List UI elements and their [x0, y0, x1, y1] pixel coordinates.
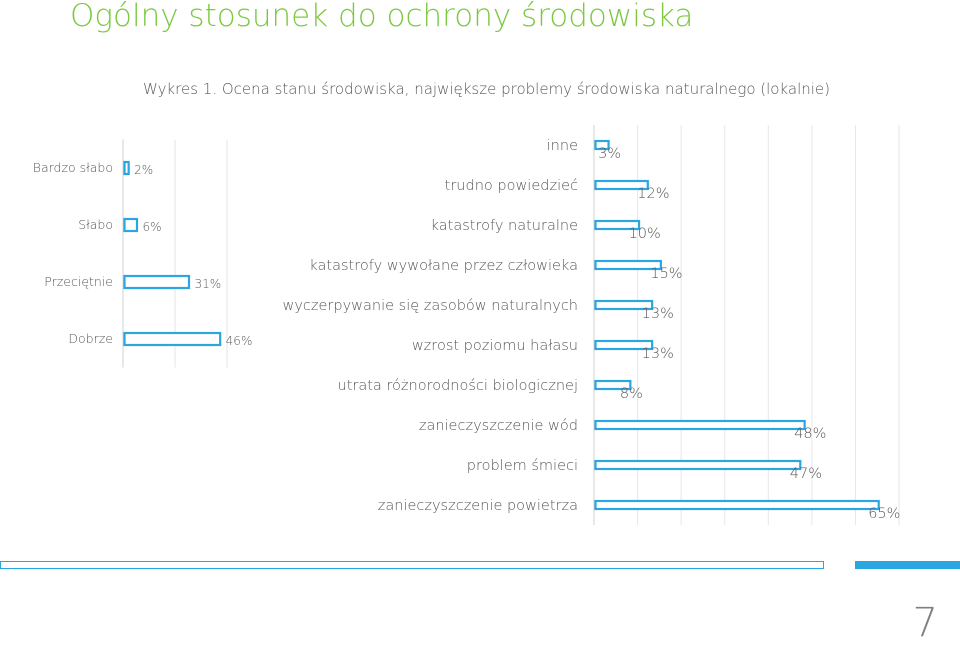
- problem-category-label: problem śmieci: [467, 458, 578, 474]
- problem-bar: [594, 499, 880, 511]
- rating-category-label: Słabo: [78, 217, 113, 232]
- problem-category-label: wyczerpywanie się zasobów naturalnych: [282, 298, 578, 314]
- problem-value-label: 13%: [642, 306, 674, 322]
- problem-value-label: 8%: [620, 386, 643, 402]
- problem-bar: [594, 179, 649, 191]
- rating-value-label: 6%: [142, 220, 161, 234]
- rating-category-label: Bardzo słabo: [33, 160, 113, 175]
- problem-category-label: inne: [547, 138, 578, 154]
- problems-bar-chart: inne 3% trudno powiedzieć 12% katastrofy nat…: [282, 125, 900, 525]
- rating-value-label: 31%: [194, 277, 221, 291]
- problem-value-label: 13%: [642, 346, 674, 362]
- rating-value-label: 2%: [134, 163, 153, 177]
- footer-divider-left: [0, 561, 824, 569]
- rating-category-label: Przeciętnie: [44, 274, 113, 289]
- rating-bar: [123, 217, 139, 233]
- problem-bar: [594, 219, 641, 231]
- problem-bar: [594, 299, 654, 311]
- rating-bar: [123, 331, 222, 347]
- problem-value-label: 15%: [650, 266, 682, 282]
- chart-caption: Wykres 1. Ocena stanu środowiska, najwię…: [143, 80, 831, 98]
- problem-category-label: wzrost poziomu hałasu: [412, 338, 578, 354]
- rating-bar: [123, 274, 191, 290]
- rating-value-label: 46%: [226, 334, 253, 348]
- problem-category-label: utrata różnorodności biologicznej: [338, 378, 579, 394]
- problem-category-label: zanieczyszczenie powietrza: [378, 498, 578, 514]
- slide-title: Ogólny stosunek do ochrony środowiska: [70, 0, 694, 34]
- problem-value-label: 3%: [598, 146, 621, 162]
- problem-category-label: trudno powiedzieć: [445, 178, 578, 194]
- problem-value-label: 65%: [868, 506, 900, 522]
- problem-bar: [594, 459, 802, 471]
- problem-bar: [594, 339, 654, 351]
- rating-bar-chart: Bardzo słabo 2% Słabo 6% Przeciętnie 31% Dobrz…: [33, 139, 253, 368]
- problem-bar: [594, 379, 632, 391]
- problem-value-label: 47%: [790, 466, 822, 482]
- problem-category-label: katastrofy naturalne: [431, 218, 578, 234]
- problem-category-label: zanieczyszczenie wód: [419, 418, 578, 434]
- charts-area: Bardzo słabo 2% Słabo 6% Przeciętnie 31% Dobrz…: [33, 125, 900, 525]
- page-number: 7: [912, 600, 938, 646]
- problem-value-label: 10%: [629, 226, 661, 242]
- problem-bar: [594, 419, 806, 431]
- problem-bar: [594, 259, 662, 271]
- rating-bar: [123, 160, 130, 176]
- problem-value-label: 48%: [794, 426, 826, 442]
- problem-value-label: 12%: [637, 186, 669, 202]
- rating-category-label: Dobrze: [68, 331, 113, 346]
- footer-divider-right: [855, 561, 960, 569]
- problem-bar: [594, 139, 610, 151]
- problem-category-label: katastrofy wywołane przez człowieka: [309, 258, 578, 274]
